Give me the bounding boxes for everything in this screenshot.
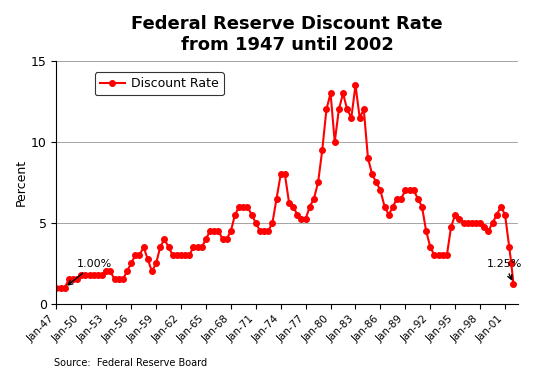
Text: 1.00%: 1.00% bbox=[68, 259, 112, 285]
Text: 1.25%: 1.25% bbox=[487, 259, 522, 280]
Text: Source:  Federal Reserve Board: Source: Federal Reserve Board bbox=[54, 358, 207, 368]
Discount Rate bbox=[310, 196, 317, 201]
Y-axis label: Percent: Percent bbox=[15, 159, 28, 206]
Discount Rate bbox=[352, 83, 359, 87]
Discount Rate bbox=[510, 281, 517, 286]
Discount Rate bbox=[369, 172, 375, 176]
Line: Discount Rate: Discount Rate bbox=[53, 83, 516, 290]
Discount Rate bbox=[415, 196, 421, 201]
Discount Rate bbox=[215, 229, 221, 233]
Legend: Discount Rate: Discount Rate bbox=[95, 72, 224, 95]
Discount Rate bbox=[390, 204, 396, 209]
Discount Rate bbox=[502, 212, 508, 217]
Title: Federal Reserve Discount Rate
from 1947 until 2002: Federal Reserve Discount Rate from 1947 … bbox=[131, 15, 443, 54]
Discount Rate bbox=[53, 285, 59, 290]
